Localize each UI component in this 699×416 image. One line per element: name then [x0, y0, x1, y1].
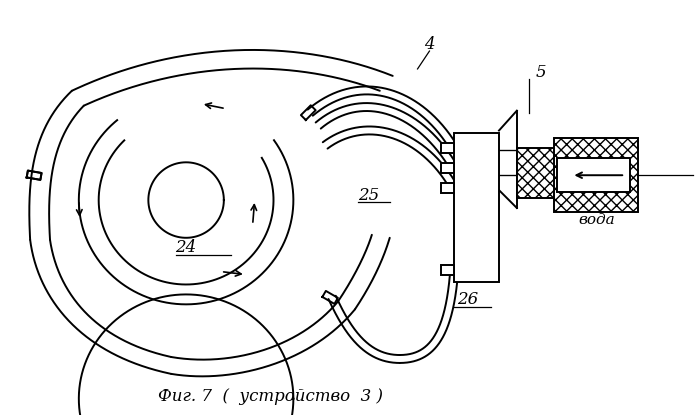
Bar	[454, 133, 499, 282]
Text: Фиг. 7  (  устройство  3 ): Фиг. 7 ( устройство 3 )	[158, 388, 383, 405]
Bar	[517, 149, 556, 198]
Text: 25: 25	[358, 187, 379, 203]
Bar	[556, 158, 630, 192]
Bar	[441, 183, 454, 193]
Bar	[517, 149, 556, 198]
Text: вода: вода	[578, 213, 614, 227]
Bar	[441, 163, 454, 173]
Text: 26: 26	[456, 291, 478, 308]
Text: 5: 5	[535, 64, 547, 82]
Bar	[554, 139, 638, 212]
Bar	[441, 265, 454, 275]
Bar	[441, 144, 454, 154]
Text: 24: 24	[175, 239, 196, 256]
Bar	[554, 139, 638, 212]
Text: 4: 4	[424, 36, 435, 52]
